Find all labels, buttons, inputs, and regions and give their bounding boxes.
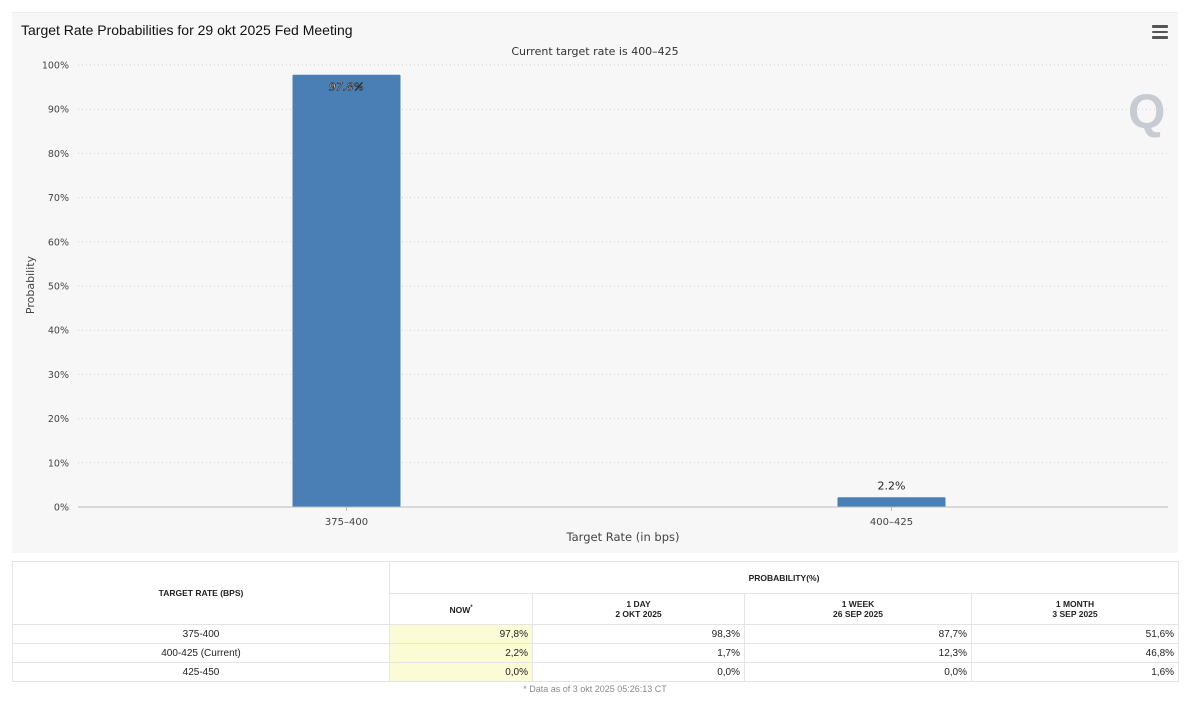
y-axis-ticks: 0% 10% 20% 30% 40% 50% 60% 70% 80% 90% 100% bbox=[42, 61, 69, 514]
chart-subtitle: Current target rate is 400–425 bbox=[511, 45, 678, 58]
table-row: 425-450 0,0% 0,0% 0,0% 1,6% bbox=[12, 662, 1180, 682]
chart-panel: Target Rate Probabilities for 29 okt 202… bbox=[12, 12, 1178, 553]
probability-cell: 1,6% bbox=[970, 662, 1180, 682]
x-axis-label: Target Rate (in bps) bbox=[566, 530, 680, 544]
probability-cell: 0,0% bbox=[389, 662, 533, 682]
table-row: 400-425 (Current) 2,2% 1,7% 12,3% 46,8% bbox=[12, 643, 1180, 663]
subheader-line2: 3 SEP 2025 bbox=[1052, 609, 1098, 619]
probability-bar-chart: Current target rate is 400–425 0% 10% 20% 3… bbox=[24, 45, 1168, 544]
data-labels: 97.8% 2.2% bbox=[329, 80, 906, 492]
header-probability: PROBABILITY(%) bbox=[388, 561, 1180, 594]
probability-cell: 0,0% bbox=[532, 662, 745, 682]
subheader-col-3: 1 WEEK 26 SEP 2025 bbox=[744, 593, 972, 625]
probability-cell: 87,7% bbox=[744, 624, 972, 644]
logo-watermark: Q bbox=[1128, 86, 1166, 139]
probability-cell: 12,3% bbox=[744, 643, 972, 663]
y-tick-label: 20% bbox=[48, 414, 69, 425]
y-tick-label: 90% bbox=[48, 105, 69, 116]
probability-cell: 98,3% bbox=[532, 624, 745, 644]
y-axis-label: Probability bbox=[24, 255, 37, 314]
subheader-line1: NOW bbox=[449, 604, 471, 615]
subheader-line2: 2 OKT 2025 bbox=[615, 609, 662, 619]
y-tick-label: 40% bbox=[48, 326, 69, 337]
table-body: 375-400 97,8% 98,3% 87,7% 51,6% 400-425 (Curr… bbox=[12, 624, 1180, 682]
subheader-line1: 1 MONTH bbox=[1055, 599, 1095, 609]
chart-title: Target Rate Probabilities for 29 okt 202… bbox=[21, 22, 353, 38]
subheader-col-2: 1 DAY 2 OKT 2025 bbox=[532, 593, 745, 625]
data-label-1: 97.8% bbox=[329, 81, 364, 94]
probability-cell: 46,8% bbox=[970, 643, 1180, 663]
probability-cell: 97,8% bbox=[389, 624, 533, 644]
subheader-row: NOW* 1 DAY 2 OKT 2025 1 WEEK 26 SEP 2025 1 MO… bbox=[13, 593, 1180, 625]
x-tick-label: 400–425 bbox=[870, 517, 913, 528]
bars bbox=[292, 74, 946, 507]
hamburger-menu-icon[interactable] bbox=[1152, 25, 1168, 39]
y-tick-label: 30% bbox=[48, 370, 69, 381]
bar-1[interactable] bbox=[292, 74, 401, 507]
x-axis-ticks: 375–400 400–425 bbox=[325, 507, 913, 528]
y-tick-label: 70% bbox=[48, 193, 69, 204]
y-tick-label: 10% bbox=[48, 458, 69, 469]
grid-lines bbox=[78, 64, 1168, 464]
rate-cell: 400-425 (Current) bbox=[12, 643, 390, 663]
probability-cell: 0,0% bbox=[744, 662, 972, 682]
y-tick-label: 60% bbox=[48, 237, 69, 248]
rate-cell: 375-400 bbox=[12, 624, 390, 644]
probability-cell: 51,6% bbox=[970, 624, 1180, 644]
probability-cell: 2,2% bbox=[389, 643, 533, 663]
footnote-marker: * bbox=[470, 605, 473, 612]
x-tick-label: 375–400 bbox=[325, 517, 368, 528]
header-target-rate: TARGET RATE (BPS) bbox=[12, 561, 390, 625]
subheader-line1: 1 WEEK bbox=[841, 599, 875, 609]
probability-table-section: TARGET RATE (BPS) PROBABILITY(%) NOW* 1 D… bbox=[12, 561, 1180, 701]
subheader-col-4: 1 MONTH 3 SEP 2025 bbox=[970, 593, 1180, 625]
table-row: 375-400 97,8% 98,3% 87,7% 51,6% bbox=[12, 624, 1180, 644]
rate-cell: 425-450 bbox=[12, 662, 390, 682]
subheader-line1: 1 DAY bbox=[626, 599, 651, 609]
y-tick-label: 80% bbox=[48, 149, 69, 160]
probability-cell: 1,7% bbox=[532, 643, 745, 663]
y-tick-label: 100% bbox=[42, 61, 69, 72]
bar-2[interactable] bbox=[837, 497, 946, 507]
table-footnote: * Data as of 3 okt 2025 05:26:13 CT bbox=[523, 684, 667, 694]
subheader-col-1: NOW* bbox=[389, 593, 533, 625]
probability-table: TARGET RATE (BPS) PROBABILITY(%) NOW* 1 D… bbox=[12, 561, 1180, 682]
y-tick-label: 50% bbox=[48, 282, 69, 293]
subheader-line2: 26 SEP 2025 bbox=[833, 609, 883, 619]
y-tick-label: 0% bbox=[54, 503, 69, 514]
data-label-2: 2.2% bbox=[878, 479, 906, 492]
